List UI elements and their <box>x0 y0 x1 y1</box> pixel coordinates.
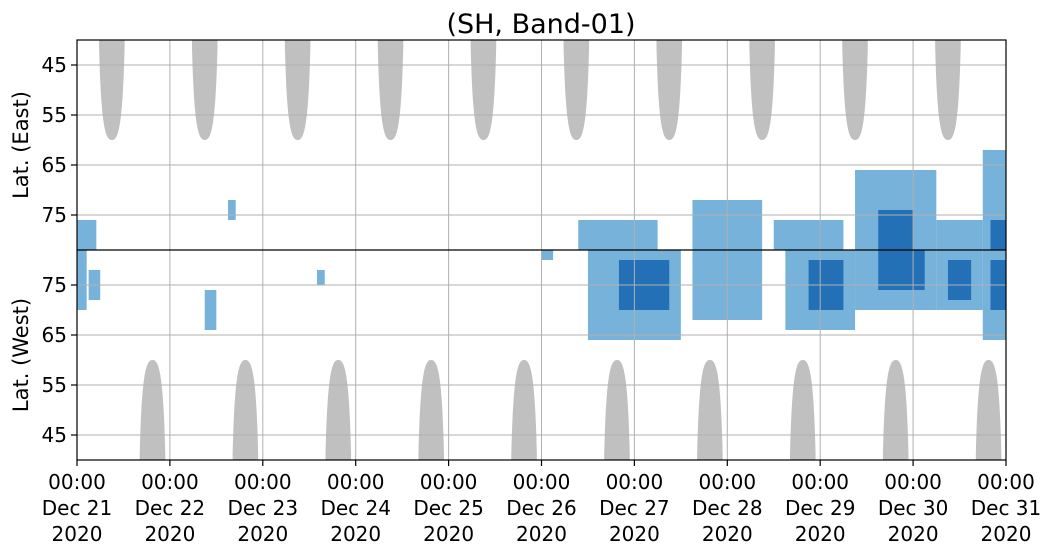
x-tick-label-2: 00:00 Dec 23 2020 <box>228 470 299 546</box>
x-tick-label-6: 00:00 Dec 27 2020 <box>599 470 670 546</box>
x-tick-label-9: 00:00 Dec 30 2020 <box>878 470 949 546</box>
echo-region-upper-19 <box>936 220 983 250</box>
x-axis: 00:00 Dec 21 2020 00:00 Dec 22 2020 00:00 Dec 2… <box>42 460 1042 546</box>
upper-y-tick-label-1: 55 <box>42 103 67 127</box>
upper-y-tick-label-0: 45 <box>42 53 67 77</box>
echo-region-lower-18 <box>878 250 925 290</box>
upper-y-axis: 45 55 65 75 <box>42 53 77 227</box>
lower-y-tick-label-2: 55 <box>42 373 67 397</box>
lower-y-axis-label: Lat. (West) <box>9 298 33 412</box>
echo-region-upper-4 <box>227 200 236 220</box>
echo-region-lower-5 <box>316 270 325 285</box>
echo-region-lower-1 <box>77 250 87 310</box>
x-tick-label-7: 00:00 Dec 28 2020 <box>692 470 763 546</box>
lower-y-tick-label-0: 75 <box>42 273 67 297</box>
lower-y-tick-label-1: 65 <box>42 323 67 347</box>
lower-y-tick-label-3: 45 <box>42 423 67 447</box>
upper-y-axis-label: Lat. (East) <box>9 91 33 199</box>
x-tick-label-0: 00:00 Dec 21 2020 <box>42 470 113 546</box>
x-tick-label-4: 00:00 Dec 25 2020 <box>413 470 484 546</box>
x-tick-label-5: 00:00 Dec 26 2020 <box>506 470 577 546</box>
upper-y-tick-label-2: 65 <box>42 153 67 177</box>
echo-region-upper-12 <box>773 220 844 250</box>
chart-title: (SH, Band-01) <box>446 9 635 40</box>
x-tick-label-8: 00:00 Dec 29 2020 <box>785 470 856 546</box>
echo-region-lower-21 <box>947 260 972 300</box>
x-tick-label-3: 00:00 Dec 24 2020 <box>320 470 391 546</box>
upper-y-tick-label-3: 75 <box>42 203 67 227</box>
echo-region-lower-6 <box>541 250 554 260</box>
plot-area <box>76 40 1007 460</box>
x-tick-label-1: 00:00 Dec 22 2020 <box>135 470 206 546</box>
echo-region-upper-7 <box>578 220 658 250</box>
echo-region-upper-23 <box>990 220 1006 250</box>
echo-region-upper-0 <box>77 220 97 250</box>
x-tick-label-10: 00:00 Dec 31 2020 <box>971 470 1042 546</box>
echo-region-lower-3 <box>204 290 217 330</box>
grid-layer <box>76 40 1007 460</box>
echo-region-upper-16 <box>878 210 914 250</box>
lower-y-axis: 75 65 55 45 <box>42 273 77 447</box>
